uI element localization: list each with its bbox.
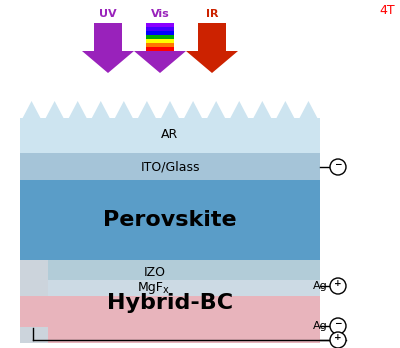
Text: +: +: [334, 333, 342, 342]
Circle shape: [330, 278, 346, 294]
Text: x: x: [163, 285, 169, 295]
Text: +: +: [334, 279, 342, 288]
Text: 4T: 4T: [379, 4, 395, 17]
Bar: [146, 47, 174, 50]
Bar: [146, 39, 174, 42]
Text: IR: IR: [206, 9, 218, 19]
Bar: [146, 31, 174, 34]
Circle shape: [330, 332, 346, 348]
Text: ITO/Glass: ITO/Glass: [140, 160, 200, 174]
Bar: [146, 43, 174, 47]
Polygon shape: [82, 23, 134, 73]
Bar: [20, 260, 320, 280]
Circle shape: [330, 318, 346, 334]
Text: Perovskite: Perovskite: [103, 210, 237, 230]
Bar: [20, 263, 320, 343]
Text: −: −: [334, 160, 342, 169]
Text: MgF: MgF: [138, 282, 164, 294]
Bar: [146, 27, 174, 31]
Bar: [20, 180, 320, 260]
Bar: [20, 118, 320, 153]
Text: AR: AR: [161, 127, 179, 141]
Text: Hybrid-BC: Hybrid-BC: [107, 293, 233, 313]
Polygon shape: [134, 23, 186, 73]
Text: Ag: Ag: [313, 321, 328, 331]
Bar: [20, 327, 48, 343]
Text: −: −: [334, 319, 342, 328]
Polygon shape: [20, 101, 320, 153]
Polygon shape: [186, 23, 238, 73]
Text: IZO: IZO: [144, 266, 166, 278]
Bar: [146, 23, 174, 26]
Text: Vis: Vis: [151, 9, 169, 19]
Text: Ag: Ag: [313, 281, 328, 291]
Text: UV: UV: [99, 9, 117, 19]
Bar: [146, 35, 174, 39]
Circle shape: [330, 159, 346, 175]
Bar: [20, 153, 320, 180]
Bar: [20, 280, 320, 296]
Bar: [20, 260, 48, 296]
